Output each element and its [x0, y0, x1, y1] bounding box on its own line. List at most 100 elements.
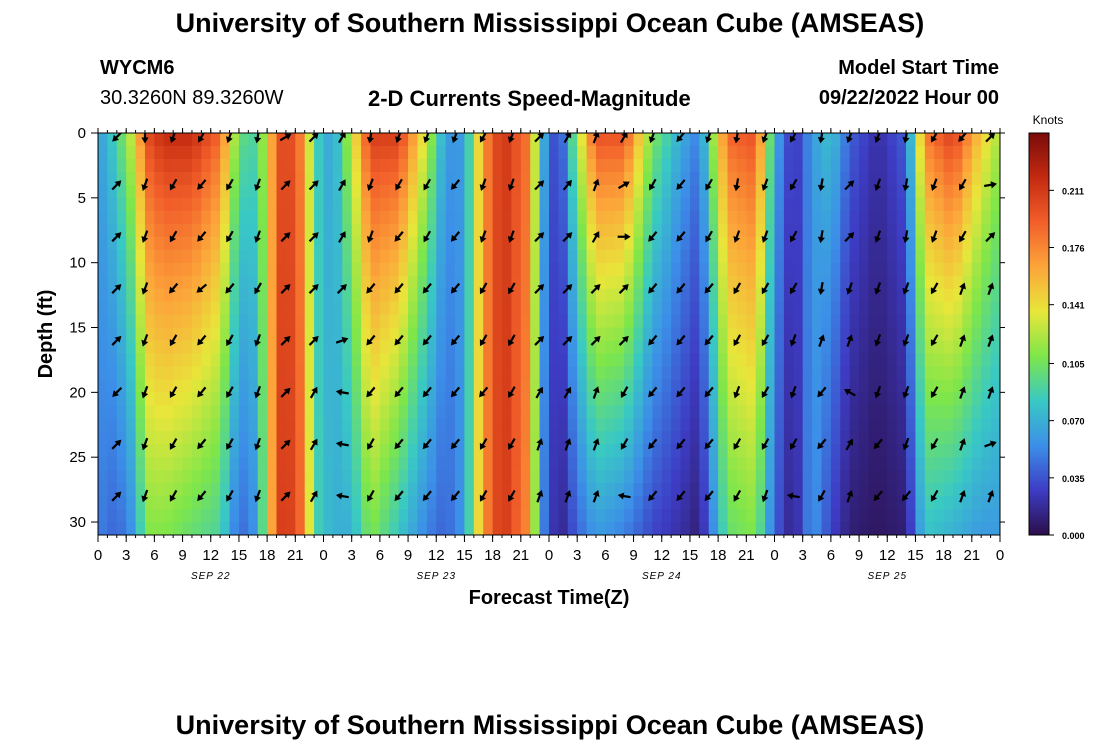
heatmap-cell [163, 379, 174, 393]
heatmap-cell [981, 444, 992, 458]
heatmap-cell [144, 366, 155, 380]
heatmap-cell [539, 184, 550, 199]
heatmap-cell [126, 379, 137, 393]
heatmap-cell [990, 249, 1000, 264]
heatmap-cell [689, 184, 700, 199]
heatmap-cell [859, 275, 870, 290]
current-vector [874, 230, 882, 243]
heatmap-cell [98, 340, 108, 355]
heatmap-cell [267, 444, 278, 458]
heatmap-cell [605, 366, 616, 380]
heatmap-cell [868, 392, 879, 406]
heatmap-cell [464, 210, 475, 225]
vector-head [874, 235, 882, 243]
heatmap-cell [342, 431, 353, 445]
vector-head [340, 284, 347, 291]
heatmap-cell [285, 509, 296, 523]
x-tick-label: 21 [287, 547, 304, 564]
heatmap-cell [304, 522, 315, 535]
heatmap-cell [276, 301, 287, 316]
heatmap-cell [915, 236, 926, 251]
heatmap-cell [182, 327, 193, 342]
heatmap-cell [990, 457, 1000, 471]
heatmap-cell [586, 470, 597, 484]
heatmap-cell [727, 431, 738, 445]
heatmap-cell [896, 431, 907, 445]
heatmap-cell [455, 418, 466, 432]
heatmap-cell [708, 353, 719, 368]
heatmap-cell [426, 249, 437, 264]
heatmap-cell [671, 275, 682, 290]
heatmap-cell [492, 301, 503, 316]
heatmap-cell [736, 301, 747, 316]
heatmap-cell [971, 366, 982, 380]
heatmap-cell [144, 184, 155, 199]
heatmap-cell [295, 171, 306, 186]
heatmap-cell [238, 171, 249, 186]
heatmap-cell [755, 457, 766, 471]
heatmap-cell [98, 431, 108, 445]
heatmap-cell [238, 133, 249, 147]
y-tick-label: 15 [69, 320, 86, 337]
heatmap-cell [746, 340, 757, 355]
heatmap-cell [736, 145, 747, 160]
heatmap-cell [229, 379, 240, 393]
heatmap-cell [849, 145, 860, 160]
heatmap-cell [539, 236, 550, 251]
heatmap-cell [342, 158, 353, 173]
vector-head [537, 180, 545, 188]
heatmap-cell [191, 262, 202, 277]
current-vector [141, 333, 149, 347]
current-vector [676, 490, 686, 502]
heatmap-cell [953, 236, 964, 251]
heatmap-cell [567, 133, 578, 147]
heatmap-cell [614, 457, 625, 471]
heatmap-cell [924, 133, 935, 147]
heatmap-cell [455, 158, 466, 173]
heatmap-cell [436, 444, 447, 458]
heatmap-cell [389, 483, 400, 497]
heatmap-cell [436, 509, 447, 523]
heatmap-cell [812, 418, 823, 432]
heatmap-cell [116, 483, 127, 497]
current-vector [141, 133, 149, 144]
heatmap-cell [304, 210, 315, 225]
heatmap-cell [276, 314, 287, 329]
heatmap-cell [614, 145, 625, 160]
vector-head [648, 390, 655, 398]
heatmap-cell [154, 275, 165, 290]
heatmap-cell [511, 184, 522, 199]
heatmap-cell [868, 470, 879, 484]
heatmap-cell [267, 288, 278, 303]
heatmap-cell [906, 288, 917, 303]
heatmap-cell [915, 223, 926, 238]
heatmap-cell [201, 249, 212, 264]
heatmap-cell [793, 314, 804, 329]
heatmap-cell [812, 275, 823, 290]
vector-head [874, 339, 882, 347]
heatmap-cell [774, 210, 785, 225]
heatmap-cell [896, 340, 907, 355]
heatmap-cell [323, 509, 334, 523]
heatmap-cell [934, 340, 945, 355]
heatmap-cell [718, 405, 729, 419]
heatmap-cell [633, 470, 644, 484]
heatmap-cell [830, 392, 841, 406]
heatmap-cell [342, 353, 353, 368]
heatmap-cell [285, 522, 296, 535]
heatmap-cell [483, 392, 494, 406]
heatmap-cell [868, 210, 879, 225]
vector-head [508, 339, 515, 347]
heatmap-cell [990, 223, 1000, 238]
heatmap-cell [577, 470, 588, 484]
current-vector [197, 438, 207, 450]
heatmap-cell [624, 379, 635, 393]
heatmap-cell [699, 444, 710, 458]
heatmap-cell [642, 340, 653, 355]
current-vector [335, 336, 349, 344]
heatmap-cell [849, 392, 860, 406]
heatmap-cell [689, 145, 700, 160]
vector-head [141, 235, 149, 243]
heatmap-cell [962, 262, 973, 277]
heatmap-cell [699, 392, 710, 406]
